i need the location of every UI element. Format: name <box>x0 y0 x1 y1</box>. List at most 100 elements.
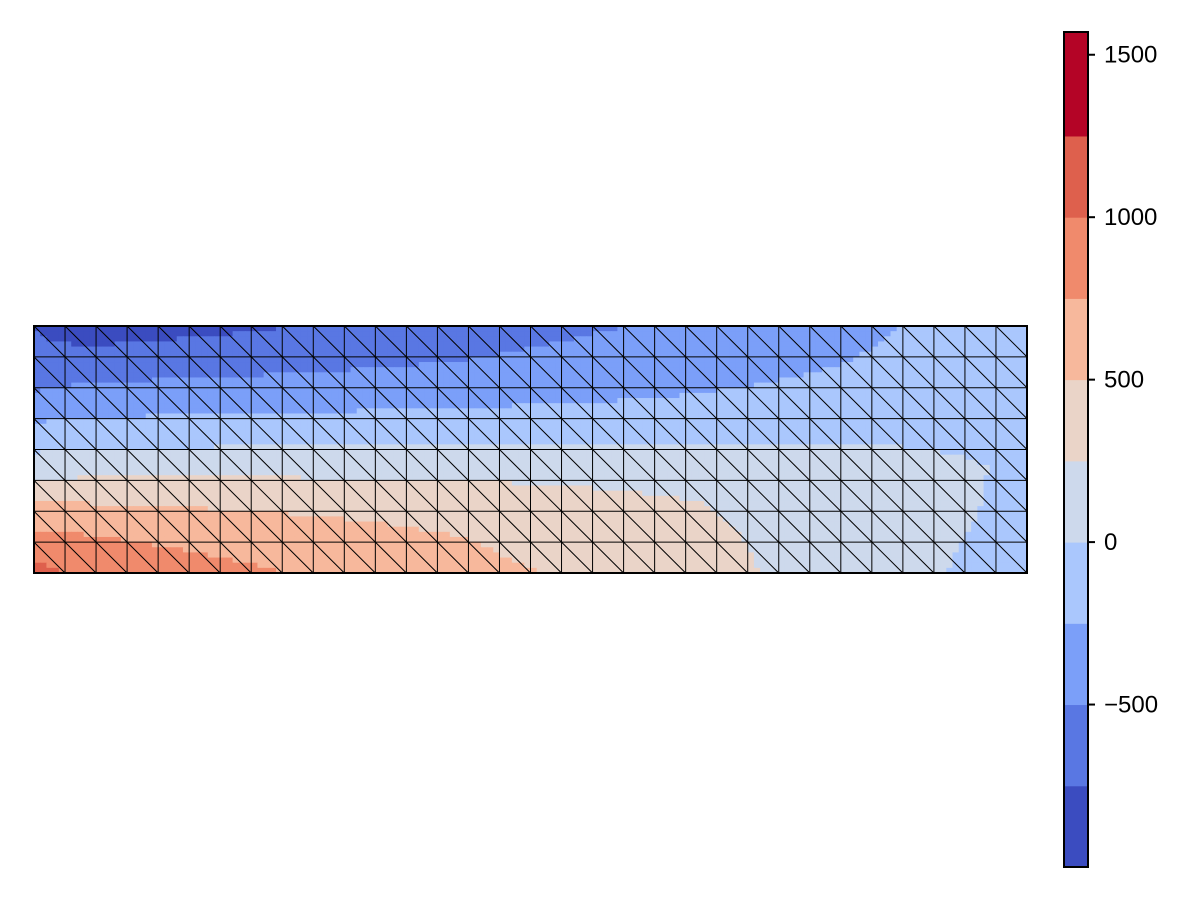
contour-cell <box>604 398 612 404</box>
contour-cell <box>828 408 836 415</box>
contour-cell <box>282 413 290 420</box>
contour-cell <box>71 403 79 409</box>
contour-cell <box>890 434 898 440</box>
contour-cell <box>865 449 873 456</box>
contour-cell <box>586 459 594 466</box>
contour-cell <box>859 454 867 461</box>
contour-cell <box>288 382 296 389</box>
contour-cell <box>487 403 494 409</box>
contour-cell <box>865 387 873 394</box>
contour-cell <box>660 367 668 373</box>
contour-cell <box>263 362 271 368</box>
contour-cell <box>182 485 190 492</box>
contour-cell <box>443 382 451 389</box>
contour-cell <box>859 403 867 409</box>
contour-cell <box>611 362 618 368</box>
contour-cell <box>859 351 867 358</box>
contour-cell <box>704 480 712 487</box>
contour-cell <box>356 470 364 476</box>
contour-cell <box>505 449 513 456</box>
contour-cell <box>83 382 91 389</box>
contour-cell <box>96 392 103 399</box>
contour-cell <box>120 362 128 368</box>
contour-cell <box>611 428 618 435</box>
contour-cell <box>952 403 960 409</box>
contour-cell <box>977 428 985 435</box>
contour-cell <box>679 356 687 363</box>
contour-cell <box>710 362 718 368</box>
contour-cell <box>822 336 829 343</box>
contour-cell <box>679 341 687 348</box>
contour-cell <box>549 351 556 358</box>
contour-cell <box>344 413 352 420</box>
contour-cell <box>567 367 575 373</box>
contour-cell <box>362 475 370 481</box>
contour-cell <box>46 408 54 415</box>
contour-cell <box>133 454 141 461</box>
contour-cell <box>561 346 569 353</box>
contour-cell <box>145 356 153 363</box>
contour-cell <box>921 382 929 389</box>
contour-cell <box>145 470 153 476</box>
contour-cell <box>815 356 823 363</box>
contour-cell <box>319 480 327 487</box>
contour-cell <box>307 434 314 440</box>
contour-cell <box>524 434 532 440</box>
contour-cell <box>995 398 1003 404</box>
contour-cell <box>505 423 513 430</box>
contour-cell <box>369 372 376 379</box>
contour-cell <box>784 326 792 332</box>
contour-cell <box>654 382 662 389</box>
contour-cell <box>598 480 606 487</box>
contour-cell <box>933 428 941 435</box>
contour-cell <box>263 403 271 409</box>
contour-cell <box>946 413 954 420</box>
contour-cell <box>542 356 550 363</box>
contour-cell <box>772 346 780 353</box>
contour-cell <box>213 326 221 332</box>
contour-cell <box>654 423 662 430</box>
contour-cell <box>760 464 767 471</box>
contour-cell <box>611 382 618 389</box>
contour-cell <box>71 464 79 471</box>
contour-cell <box>871 403 879 409</box>
contour-cell <box>195 434 203 440</box>
contour-cell <box>201 428 209 435</box>
contour-cell <box>983 434 991 440</box>
contour-cell <box>350 392 358 399</box>
contour-cell <box>530 408 538 415</box>
contour-cell <box>251 331 259 337</box>
contour-cell <box>673 464 681 471</box>
contour-cell <box>170 480 178 487</box>
contour-cell <box>946 392 954 399</box>
contour-cell <box>791 434 798 440</box>
contour-cell <box>338 418 345 425</box>
contour-cell <box>946 341 954 348</box>
contour-cell <box>648 392 656 399</box>
contour-cell <box>338 336 345 343</box>
contour-cell <box>238 346 246 353</box>
contour-cell <box>691 387 699 394</box>
contour-cell <box>505 362 513 368</box>
contour-cell <box>164 398 172 404</box>
contour-cell <box>40 413 48 420</box>
contour-cell <box>1020 341 1028 348</box>
contour-cell <box>865 418 873 425</box>
contour-cell <box>58 470 66 476</box>
contour-cell <box>890 367 898 373</box>
contour-cell <box>257 403 265 409</box>
contour-cell <box>58 428 66 435</box>
contour-cell <box>319 475 327 481</box>
contour-cell <box>580 362 587 368</box>
contour-cell <box>555 341 563 348</box>
contour-cell <box>623 362 631 368</box>
contour-cell <box>853 428 861 435</box>
contour-cell <box>338 403 345 409</box>
contour-cell <box>729 341 736 348</box>
contour-cell <box>884 336 892 343</box>
contour-cell <box>139 418 147 425</box>
contour-cell <box>480 408 488 415</box>
contour-cell <box>431 403 439 409</box>
contour-cell <box>729 367 736 373</box>
contour-cell <box>648 362 656 368</box>
